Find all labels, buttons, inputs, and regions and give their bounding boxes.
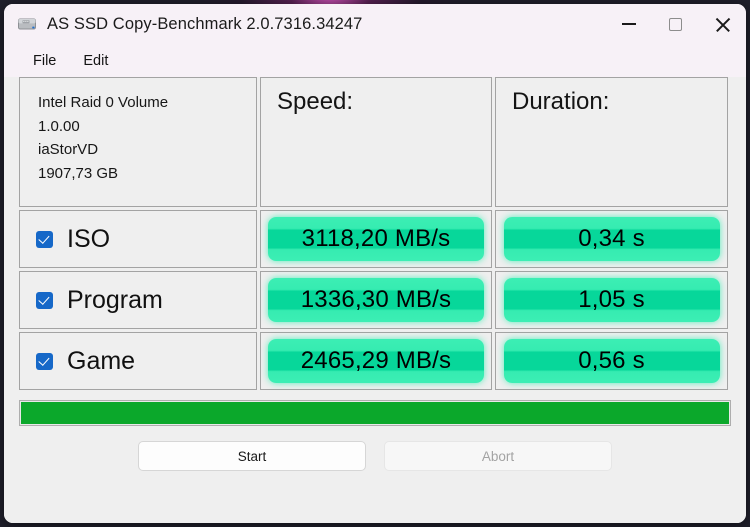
checkbox-program[interactable] xyxy=(36,291,53,309)
test-row-program[interactable]: Program xyxy=(19,271,257,329)
drive-controller: iaStorVD xyxy=(38,141,99,158)
speed-cell-game: 2465,29 MB/s xyxy=(260,332,492,390)
ssd-drive-icon xyxy=(17,14,37,34)
speed-header-label: Speed: xyxy=(277,88,354,115)
speed-pill-program: 1336,30 MB/s xyxy=(268,278,484,322)
menu-bar: File Edit xyxy=(4,44,746,77)
speed-pill-game: 2465,29 MB/s xyxy=(268,339,484,383)
drive-info-panel: Intel Raid 0 Volume 1.0.00 iaStorVD 1907… xyxy=(19,77,257,207)
duration-value-iso: 0,34 s xyxy=(578,225,645,252)
duration-cell-iso: 0,34 s xyxy=(495,210,728,268)
progress-bar xyxy=(19,400,731,426)
title-bar: AS SSD Copy-Benchmark 2.0.7316.34247 xyxy=(4,4,746,44)
test-row-iso[interactable]: ISO xyxy=(19,210,257,268)
speed-cell-iso: 3118,20 MB/s xyxy=(260,210,492,268)
close-icon xyxy=(715,17,730,32)
application-window: AS SSD Copy-Benchmark 2.0.7316.34247 Fil… xyxy=(4,4,746,523)
speed-value-program: 1336,30 MB/s xyxy=(300,286,452,313)
duration-cell-game: 0,56 s xyxy=(495,332,728,390)
duration-pill-game: 0,56 s xyxy=(503,339,720,383)
maximize-icon xyxy=(669,17,682,31)
checkbox-game[interactable] xyxy=(36,352,53,370)
speed-cell-program: 1336,30 MB/s xyxy=(260,271,492,329)
drive-capacity: 1907,73 GB xyxy=(38,164,119,182)
start-button[interactable]: Start xyxy=(138,441,366,471)
test-label-game: Game xyxy=(67,346,136,375)
speed-column-header: Speed: xyxy=(260,77,492,207)
checkbox-iso[interactable] xyxy=(36,230,53,248)
table-row: ISO 3118,20 MB/s 0,34 s xyxy=(19,210,731,268)
duration-column-header: Duration: xyxy=(495,77,728,207)
window-title: AS SSD Copy-Benchmark 2.0.7316.34247 xyxy=(47,14,363,33)
action-button-row: Start Abort xyxy=(19,441,731,471)
window-controls xyxy=(605,4,746,44)
minimize-button[interactable] xyxy=(605,4,652,44)
benchmark-grid: Intel Raid 0 Volume 1.0.00 iaStorVD 1907… xyxy=(19,77,731,390)
duration-value-program: 1,05 s xyxy=(578,286,645,313)
table-row: Program 1336,30 MB/s 1,05 s xyxy=(19,271,731,329)
test-label-program: Program xyxy=(67,285,163,314)
duration-pill-program: 1,05 s xyxy=(503,278,720,322)
maximize-button[interactable] xyxy=(652,4,699,44)
drive-firmware: 1.0.00 xyxy=(38,117,80,135)
table-row: Game 2465,29 MB/s 0,56 s xyxy=(19,332,731,390)
drive-name: Intel Raid 0 Volume xyxy=(38,94,169,111)
duration-header-label: Duration: xyxy=(512,88,610,115)
progress-bar-fill xyxy=(21,402,729,424)
speed-pill-iso: 3118,20 MB/s xyxy=(268,217,484,261)
duration-cell-program: 1,05 s xyxy=(495,271,728,329)
minimize-icon xyxy=(621,23,636,25)
close-button[interactable] xyxy=(699,4,746,44)
speed-value-game: 2465,29 MB/s xyxy=(300,347,452,374)
menu-item-edit[interactable]: Edit xyxy=(83,52,109,69)
duration-value-game: 0,56 s xyxy=(578,347,645,374)
menu-item-file[interactable]: File xyxy=(33,52,57,69)
test-row-game[interactable]: Game xyxy=(19,332,257,390)
grid-header-row: Intel Raid 0 Volume 1.0.00 iaStorVD 1907… xyxy=(19,77,731,207)
duration-pill-iso: 0,34 s xyxy=(503,217,720,261)
abort-button[interactable]: Abort xyxy=(384,441,612,471)
speed-value-iso: 3118,20 MB/s xyxy=(301,225,451,252)
client-area: Intel Raid 0 Volume 1.0.00 iaStorVD 1907… xyxy=(4,77,746,523)
test-label-iso: ISO xyxy=(67,224,111,253)
